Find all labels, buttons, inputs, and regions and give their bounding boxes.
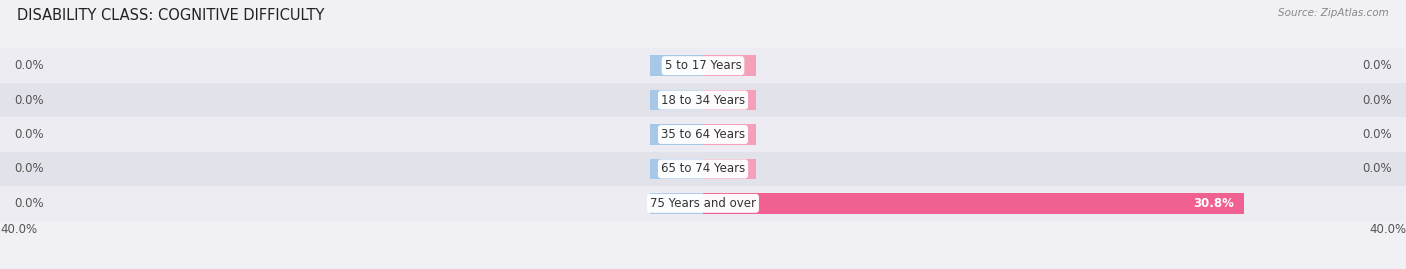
- Bar: [650, 193, 703, 214]
- Bar: [650, 124, 703, 145]
- Bar: [650, 55, 703, 76]
- Bar: [703, 159, 756, 179]
- Bar: [0, 152, 1406, 186]
- Text: 0.0%: 0.0%: [14, 197, 44, 210]
- Text: 0.0%: 0.0%: [14, 162, 44, 175]
- Text: 0.0%: 0.0%: [1362, 128, 1392, 141]
- Bar: [0, 186, 1406, 221]
- Bar: [0, 83, 1406, 117]
- Text: 75 Years and over: 75 Years and over: [650, 197, 756, 210]
- Bar: [703, 193, 1244, 214]
- Bar: [703, 124, 756, 145]
- Text: 5 to 17 Years: 5 to 17 Years: [665, 59, 741, 72]
- Text: 0.0%: 0.0%: [14, 59, 44, 72]
- Text: 30.8%: 30.8%: [1192, 197, 1234, 210]
- Bar: [650, 90, 703, 110]
- Text: 40.0%: 40.0%: [1369, 223, 1406, 236]
- Text: 0.0%: 0.0%: [1362, 59, 1392, 72]
- Text: 0.0%: 0.0%: [14, 128, 44, 141]
- Text: 0.0%: 0.0%: [1362, 94, 1392, 107]
- Text: DISABILITY CLASS: COGNITIVE DIFFICULTY: DISABILITY CLASS: COGNITIVE DIFFICULTY: [17, 8, 325, 23]
- Text: 0.0%: 0.0%: [1362, 162, 1392, 175]
- Bar: [650, 159, 703, 179]
- Text: 18 to 34 Years: 18 to 34 Years: [661, 94, 745, 107]
- Text: 0.0%: 0.0%: [14, 94, 44, 107]
- Bar: [703, 55, 756, 76]
- Bar: [0, 117, 1406, 152]
- Bar: [0, 48, 1406, 83]
- Text: Source: ZipAtlas.com: Source: ZipAtlas.com: [1278, 8, 1389, 18]
- Bar: [703, 90, 756, 110]
- Text: 65 to 74 Years: 65 to 74 Years: [661, 162, 745, 175]
- Text: 40.0%: 40.0%: [0, 223, 37, 236]
- Text: 35 to 64 Years: 35 to 64 Years: [661, 128, 745, 141]
